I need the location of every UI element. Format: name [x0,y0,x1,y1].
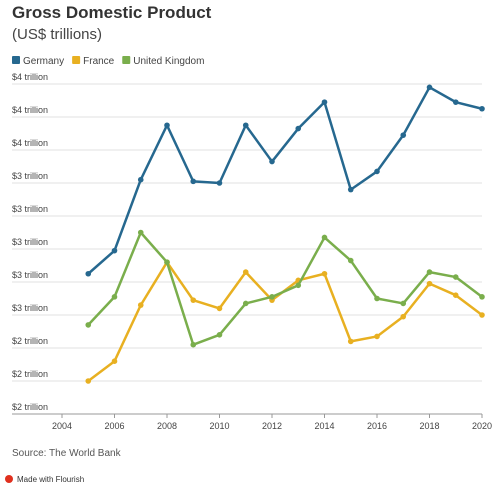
data-point [85,378,92,384]
flourish-logo [5,475,13,483]
data-point [85,322,92,328]
series-line [87,231,483,346]
data-point [216,180,223,186]
data-point [479,312,485,318]
source: Source: The World Bank [12,448,122,459]
data-point [452,274,459,280]
data-point [374,295,380,302]
x-tick-label: 2012 [262,421,282,431]
data-point [426,269,433,275]
data-point [400,132,407,138]
x-tick-label: 2014 [314,421,334,431]
data-point [295,282,302,289]
data-point [137,229,144,236]
y-tick-label: $3 trillion [12,270,48,280]
y-tick-label: $3 trillion [12,303,48,313]
data-point [242,269,249,275]
data-point [164,122,170,129]
y-tick-label: $4 trillion [12,138,48,148]
data-point [347,257,354,264]
data-point [242,122,249,129]
data-point [111,358,118,365]
data-point [321,270,328,277]
y-tick-label: $3 trillion [12,237,48,247]
x-tick-label: 2006 [104,421,124,431]
data-point [190,178,197,185]
data-point [479,105,485,112]
data-point [164,259,170,266]
x-tick-label: 2016 [367,421,387,431]
series-line [87,86,483,275]
y-tick-label: $2 trillion [12,402,48,412]
data-point [269,158,275,165]
data-point [269,294,275,300]
x-tick-label: 2010 [209,421,229,431]
data-point [216,305,223,312]
y-tick-label: $2 trillion [12,336,48,346]
data-point [137,302,144,308]
x-tick-label: 2008 [157,421,177,431]
y-tick-label: $3 trillion [12,171,48,181]
data-point [295,125,302,132]
legend-swatch [72,56,81,64]
legend-label: Germany [23,56,64,67]
y-tick-label: $3 trillion [12,204,48,214]
data-point [452,99,459,105]
data-point [426,280,433,287]
data-point [400,313,407,320]
y-tick-label: $4 trillion [12,105,48,115]
chart-title: Gross Domestic Product [12,3,212,22]
legend-label: France [83,56,115,67]
data-point [347,338,354,345]
legend-swatch [122,56,131,64]
data-point [347,186,354,193]
data-point [426,84,433,91]
data-point [479,294,485,300]
x-tick-label: 2018 [419,421,439,431]
data-point [321,99,328,105]
x-tick-label: 2004 [52,421,72,431]
legend-label: United Kingdom [133,56,204,67]
chart-subtitle: (US$ trillions) [12,26,102,43]
data-point [400,300,407,307]
data-point [374,168,380,175]
data-point [190,341,197,348]
x-tick-label: 2020 [472,421,492,431]
data-point [190,297,197,303]
data-point [137,176,144,183]
footer[interactable]: Made with Flourish [17,475,84,484]
y-tick-label: $4 trillion [12,72,48,82]
data-point [321,234,328,241]
data-point [111,294,118,300]
data-point [216,332,223,338]
data-point [452,292,459,299]
legend-swatch [12,56,20,64]
y-tick-label: $2 trillion [12,369,48,379]
data-point [374,333,380,340]
data-point [242,300,249,307]
data-point [111,247,118,254]
data-point [85,270,92,277]
